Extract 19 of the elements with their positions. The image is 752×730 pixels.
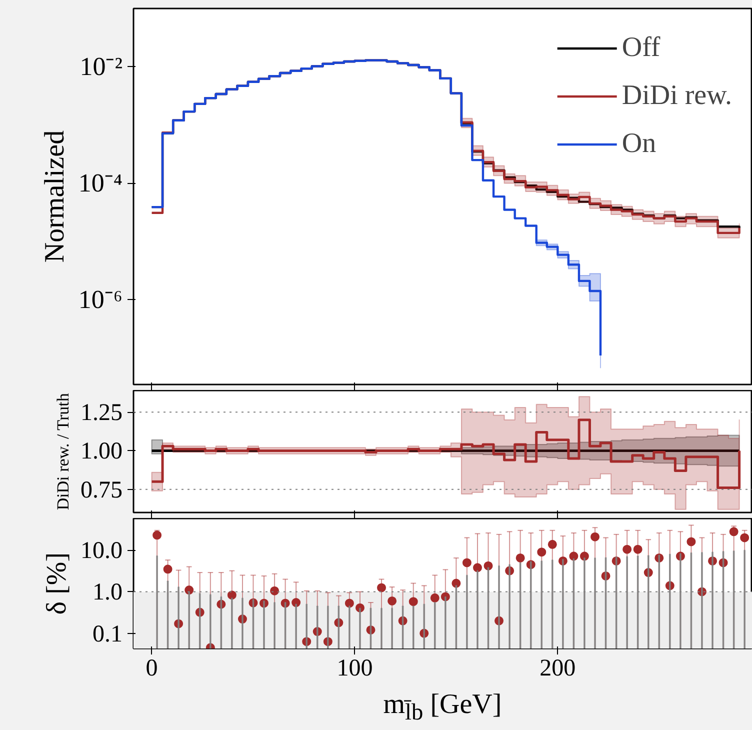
y-axis-title: δ [%] bbox=[42, 552, 72, 615]
y-axis-title: DiDi rew. / Truth bbox=[54, 392, 72, 510]
y-tick-label: 10⁻² bbox=[80, 52, 123, 82]
y-tick-label: 10⁻⁴ bbox=[78, 168, 123, 198]
x-tick-label: 200 bbox=[540, 656, 576, 682]
y-tick-label: 10⁻⁶ bbox=[78, 285, 123, 314]
y-tick-label: 10.0 bbox=[80, 538, 122, 564]
y-tick-label: 0.1 bbox=[92, 621, 122, 648]
y-tick-label: 1.25 bbox=[80, 400, 122, 426]
x-tick-label: 100 bbox=[336, 656, 373, 682]
x-axis-title: m$_{l̄b}$ [GeV] bbox=[383, 688, 502, 728]
x-tick-label: 0 bbox=[146, 656, 158, 682]
y-tick-label: 1.00 bbox=[80, 438, 122, 465]
legend-label: DiDi rew. bbox=[622, 79, 732, 113]
y-axis-title: Normalized bbox=[39, 130, 70, 263]
y-tick-label: 0.75 bbox=[80, 477, 122, 504]
legend-label: On bbox=[622, 127, 656, 161]
legend-label: Off bbox=[622, 31, 660, 65]
y-tick-label: 1.0 bbox=[92, 580, 122, 606]
